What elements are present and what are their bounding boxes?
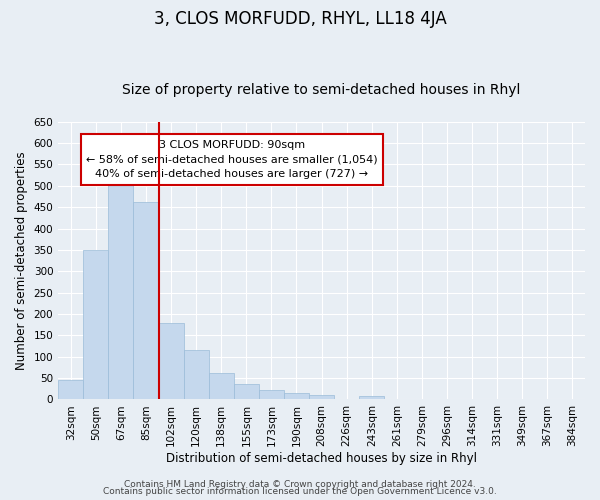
Bar — [309, 395, 334, 400]
Bar — [359, 396, 385, 400]
X-axis label: Distribution of semi-detached houses by size in Rhyl: Distribution of semi-detached houses by … — [166, 452, 477, 465]
Text: Contains public sector information licensed under the Open Government Licence v3: Contains public sector information licen… — [103, 487, 497, 496]
Bar — [83, 250, 109, 400]
Bar — [184, 350, 209, 400]
Text: 3, CLOS MORFUDD, RHYL, LL18 4JA: 3, CLOS MORFUDD, RHYL, LL18 4JA — [154, 10, 446, 28]
Bar — [259, 390, 284, 400]
Bar — [560, 398, 585, 400]
Bar — [234, 384, 259, 400]
Text: Contains HM Land Registry data © Crown copyright and database right 2024.: Contains HM Land Registry data © Crown c… — [124, 480, 476, 489]
Bar — [109, 171, 133, 400]
Bar — [434, 398, 460, 400]
Text: 3 CLOS MORFUDD: 90sqm
← 58% of semi-detached houses are smaller (1,054)
40% of s: 3 CLOS MORFUDD: 90sqm ← 58% of semi-deta… — [86, 140, 378, 179]
Title: Size of property relative to semi-detached houses in Rhyl: Size of property relative to semi-detach… — [122, 83, 521, 97]
Bar — [133, 202, 158, 400]
Y-axis label: Number of semi-detached properties: Number of semi-detached properties — [15, 152, 28, 370]
Bar — [58, 380, 83, 400]
Bar — [209, 374, 234, 400]
Bar — [284, 394, 309, 400]
Bar — [158, 324, 184, 400]
